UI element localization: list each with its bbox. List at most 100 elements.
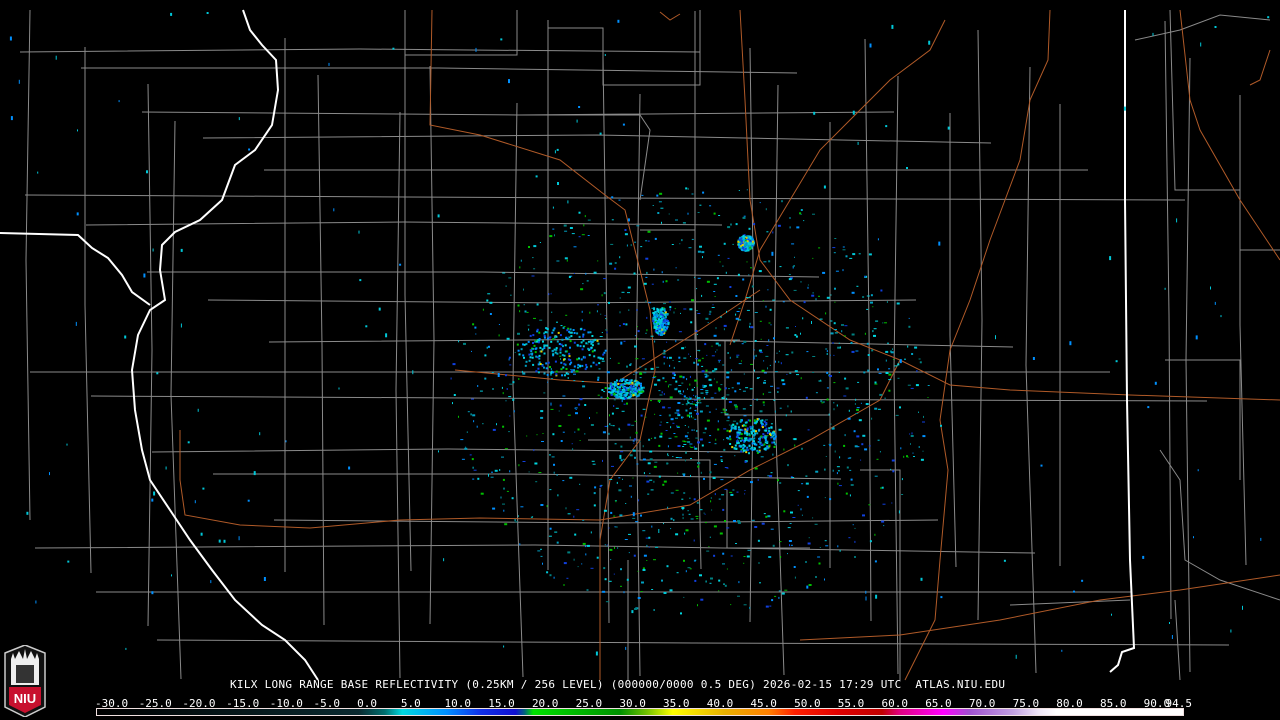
echo-pixel [807, 284, 809, 286]
echo-pixel [757, 478, 759, 481]
echo-pixel [620, 445, 623, 448]
echo-pixel [627, 423, 631, 426]
echo-pixel [749, 246, 752, 249]
echo-pixel [604, 315, 606, 317]
echo-pixel [758, 446, 761, 449]
echo-pixel [713, 370, 716, 373]
echo-pixel [922, 421, 925, 423]
echo-pixel [911, 432, 913, 435]
echo-pixel [914, 346, 918, 349]
echo-pixel [738, 246, 741, 249]
echo-pixel [575, 409, 577, 410]
echo-pixel [620, 459, 623, 462]
echo-pixel [646, 475, 648, 477]
echo-pixel [690, 321, 693, 324]
echo-pixel [669, 589, 673, 592]
echo-pixel [748, 227, 751, 230]
echo-pixel [587, 235, 590, 236]
echo-pixel [737, 431, 740, 434]
echo-pixel [718, 387, 720, 390]
echo-pixel [749, 425, 752, 428]
echo-pixel [590, 346, 593, 349]
echo-pixel [687, 567, 691, 569]
echo-pixel [614, 267, 617, 270]
echo-pixel [909, 433, 911, 435]
echo-pixel [737, 433, 740, 436]
echo-pixel [606, 544, 608, 546]
echo-pixel [774, 435, 777, 438]
echo-pixel [223, 539, 226, 543]
echo-pixel [695, 406, 698, 408]
echo-pixel [717, 428, 720, 431]
echo-pixel [789, 372, 792, 374]
echo-pixel [385, 333, 388, 338]
echo-pixel [697, 349, 701, 351]
legend-label: 60.0 [881, 697, 909, 710]
echo-pixel [722, 364, 725, 366]
echo-pixel [761, 436, 764, 439]
echo-pixel [906, 167, 908, 169]
echo-pixel [706, 374, 708, 377]
echo-pixel [607, 387, 610, 390]
echo-pixel [610, 511, 613, 514]
echo-pixel [573, 365, 576, 368]
echo-pixel [553, 348, 556, 351]
echo-pixel [604, 578, 607, 581]
echo-pixel [737, 239, 740, 242]
echo-pixel [546, 373, 549, 376]
echo-pixel [574, 431, 576, 433]
echo-pixel [762, 433, 765, 436]
echo-pixel [720, 461, 723, 462]
echo-pixel [118, 100, 120, 103]
echo-pixel [658, 333, 661, 336]
echo-pixel [517, 332, 520, 335]
echo-pixel [746, 427, 749, 430]
echo-pixel [619, 256, 621, 259]
echo-pixel [766, 442, 769, 444]
echo-pixel [747, 439, 750, 442]
echo-pixel [722, 552, 725, 555]
echo-pixel [540, 350, 543, 353]
echo-pixel [763, 513, 766, 515]
echo-pixel [851, 333, 855, 336]
echo-pixel [739, 420, 742, 423]
echo-pixel [522, 354, 525, 357]
echo-pixel [660, 333, 663, 336]
echo-pixel [649, 472, 651, 474]
echo-pixel [765, 305, 767, 308]
echo-pixel [753, 355, 755, 360]
echo-pixel [568, 330, 571, 333]
echo-pixel [624, 539, 628, 540]
echo-pixel [661, 221, 662, 224]
legend-label: 94.5 [1165, 697, 1193, 710]
echo-pixel [566, 338, 569, 341]
echo-pixel [733, 447, 736, 450]
echo-pixel [710, 397, 714, 399]
echo-pixel [634, 388, 637, 391]
echo-pixel [625, 394, 627, 396]
echo-pixel [709, 435, 712, 437]
echo-pixel [740, 237, 743, 240]
echo-pixel [1230, 629, 1232, 633]
echo-pixel [632, 512, 635, 517]
echo-pixel [749, 447, 752, 450]
echo-pixel [759, 202, 761, 204]
echo-pixel [617, 382, 620, 385]
echo-pixel [640, 391, 643, 394]
echo-pixel [616, 394, 619, 397]
radar-echoes [9, 12, 1270, 659]
echo-pixel [843, 444, 846, 447]
echo-pixel [629, 436, 631, 439]
echo-pixel [502, 478, 505, 481]
echo-pixel [738, 238, 741, 241]
echo-pixel [761, 369, 765, 372]
echo-pixel [653, 268, 655, 271]
echo-pixel [562, 395, 566, 397]
echo-pixel [602, 459, 603, 462]
county-border [1185, 57, 1191, 673]
echo-pixel [549, 366, 551, 368]
echo-pixel [884, 322, 887, 324]
echo-pixel [636, 225, 640, 227]
echo-pixel [738, 307, 741, 309]
